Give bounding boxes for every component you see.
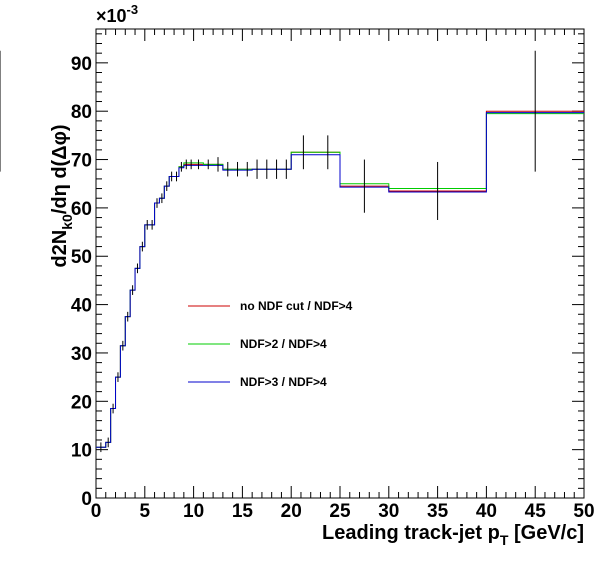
legend: no NDF cut / NDF>4 NDF>2 / NDF>4 NDF>3 /… [188,299,353,389]
axes: 0 5 10 15 20 25 30 35 40 45 50 0 10 20 30 40 50 60 70 80 90 [71,29,595,522]
y-axis-title: d2Nk0/dη d(Δφ) [49,124,75,267]
error-bars [0,50,536,453]
x-tick-label: 15 [232,501,254,522]
x-tick-label: 5 [140,501,151,522]
y-tick-label: 40 [71,296,92,317]
y-tick-label: 80 [71,102,92,123]
x-tick-label: 35 [427,501,449,522]
y-tick-label: 60 [71,199,92,220]
plot-frame [95,28,585,499]
x-tick-label: 20 [281,501,302,522]
x-tick-label: 40 [476,501,497,522]
legend-label-series-1: NDF>2 / NDF>4 [240,337,327,351]
series-line-2 [96,112,584,448]
x-tick-label: 50 [573,501,594,522]
y-tick-label: 0 [81,489,92,510]
y-tick-label: 30 [71,344,92,365]
y-tick-label: 90 [71,54,92,75]
y-tick-label: 50 [71,247,92,268]
y-exponent-label: ×10-3 [96,2,138,26]
x-tick-label: 30 [378,501,399,522]
series-layer [96,110,584,448]
x-axis-title: Leading track-jet pT [GeV/c] [322,522,584,548]
y-tick-label: 10 [71,441,92,462]
y-tick-label: 70 [71,151,92,172]
x-tick-label: 0 [91,501,102,522]
x-tick-label: 25 [329,501,351,522]
x-tick-label: 10 [183,501,204,522]
y-tick-label: 20 [71,392,92,413]
x-tick-label: 45 [525,501,547,522]
legend-label-series-2: NDF>3 / NDF>4 [240,375,327,389]
legend-label-series-0: no NDF cut / NDF>4 [240,299,353,313]
